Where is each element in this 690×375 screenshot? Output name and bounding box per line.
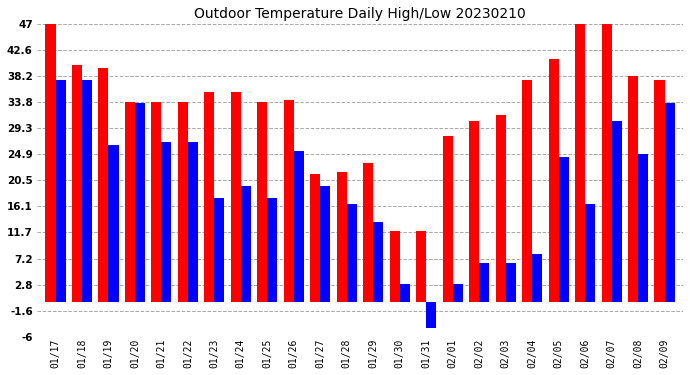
Bar — [628, 76, 638, 302]
Bar — [294, 151, 304, 302]
Bar — [55, 80, 66, 302]
Bar — [178, 102, 188, 302]
Bar — [108, 145, 119, 302]
Bar — [46, 24, 55, 302]
Bar — [575, 24, 585, 302]
Bar — [373, 222, 384, 302]
Bar — [654, 80, 664, 302]
Bar — [99, 68, 108, 302]
Bar — [135, 104, 145, 302]
Bar — [363, 163, 373, 302]
Bar — [161, 142, 172, 302]
Bar — [400, 284, 410, 302]
Bar — [204, 92, 215, 302]
Bar — [320, 186, 331, 302]
Bar — [602, 24, 611, 302]
Bar — [310, 174, 320, 302]
Bar — [453, 284, 463, 302]
Bar — [585, 204, 595, 302]
Bar — [664, 104, 675, 302]
Bar — [416, 231, 426, 302]
Bar — [257, 102, 267, 302]
Bar — [559, 157, 569, 302]
Bar — [479, 263, 489, 302]
Bar — [442, 136, 453, 302]
Bar — [267, 198, 277, 302]
Bar — [188, 142, 198, 302]
Bar — [337, 171, 347, 302]
Bar — [284, 100, 294, 302]
Bar — [151, 102, 161, 302]
Bar — [82, 80, 92, 302]
Bar — [469, 121, 479, 302]
Bar — [522, 80, 532, 302]
Bar — [506, 263, 515, 302]
Bar — [638, 154, 648, 302]
Bar — [215, 198, 224, 302]
Bar — [532, 254, 542, 302]
Bar — [347, 204, 357, 302]
Bar — [611, 121, 622, 302]
Bar — [495, 115, 506, 302]
Bar — [549, 59, 559, 302]
Bar — [72, 65, 82, 302]
Title: Outdoor Temperature Daily High/Low 20230210: Outdoor Temperature Daily High/Low 20230… — [194, 7, 526, 21]
Bar — [390, 231, 400, 302]
Bar — [231, 92, 241, 302]
Bar — [426, 302, 436, 328]
Bar — [125, 102, 135, 302]
Bar — [241, 186, 251, 302]
